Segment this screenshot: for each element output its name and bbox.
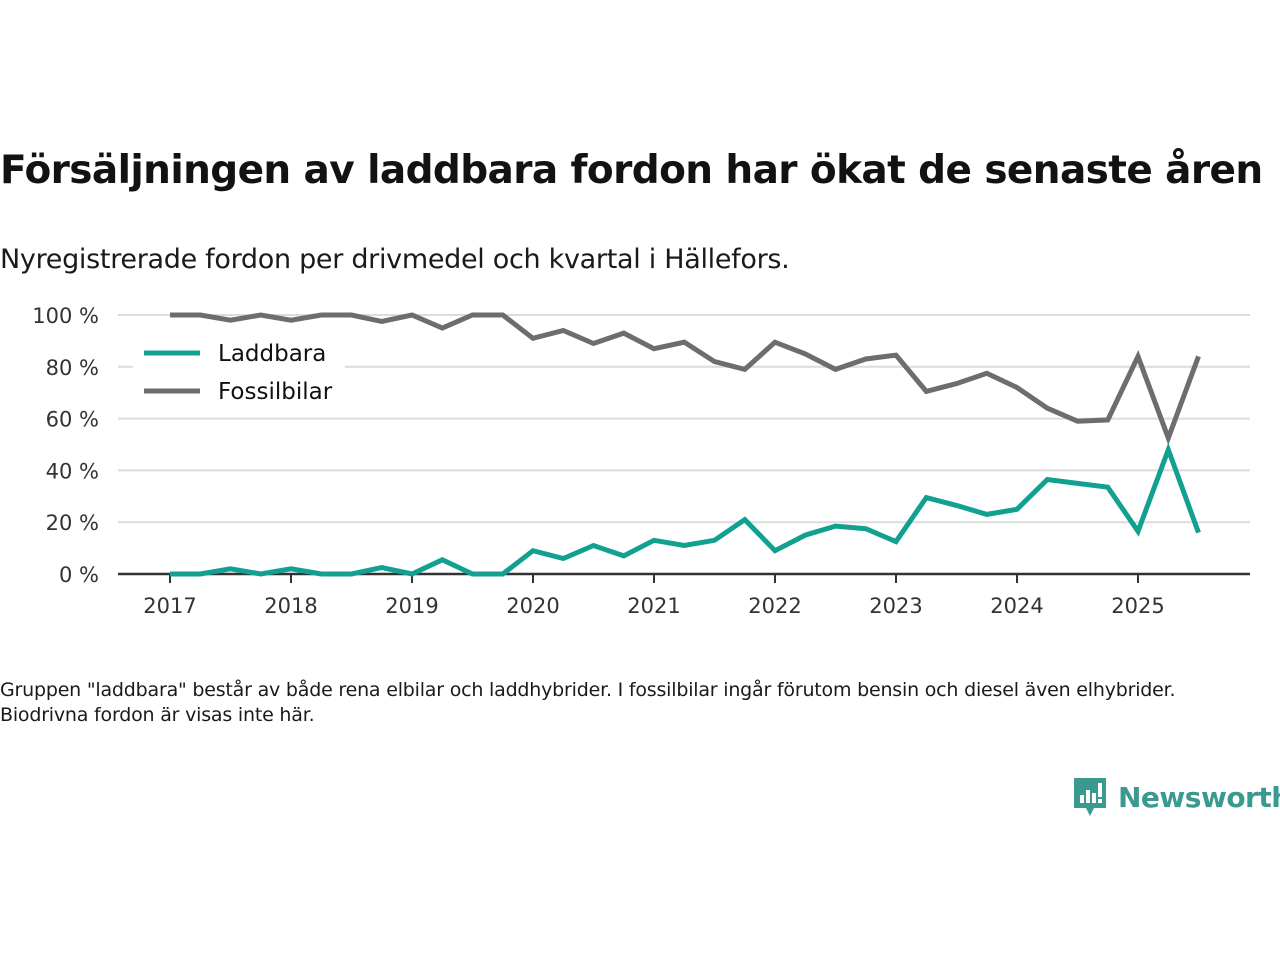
y-tick-label: 60 % — [46, 408, 99, 432]
y-tick-label: 40 % — [46, 459, 99, 483]
series-lines — [170, 312, 1201, 577]
footnote: Gruppen "laddbara" består av både rena e… — [0, 679, 1176, 726]
x-tick-label: 2021 — [627, 594, 680, 618]
x-tick-label: 2017 — [143, 594, 196, 618]
x-tick-label: 2019 — [385, 594, 438, 618]
x-tick-label: 2025 — [1111, 594, 1164, 618]
y-tick-label: 80 % — [46, 356, 99, 380]
legend-label: Laddbara — [218, 341, 326, 367]
newsworthy-logo[interactable]: Newsworthy — [1072, 776, 1280, 818]
chart-title: Försäljningen av laddbara fordon har öka… — [0, 148, 1263, 193]
legend-label: Fossilbilar — [218, 379, 333, 405]
x-tick-label: 2018 — [264, 594, 317, 618]
bar-chart-speech-bubble-icon — [1074, 778, 1106, 816]
series-line-laddbara — [170, 442, 1201, 577]
legend: Laddbara Fossilbilar — [133, 332, 345, 410]
series-line-fossilbilar — [170, 312, 1201, 446]
x-tick-label: 2024 — [990, 594, 1043, 618]
x-tick-label: 2020 — [506, 594, 559, 618]
logo-text: Newsworthy — [1118, 780, 1280, 814]
y-tick-label: 100 % — [32, 304, 99, 328]
chart-subtitle: Nyregistrerade fordon per drivmedel och … — [0, 244, 790, 275]
y-tick-label: 0 % — [59, 563, 99, 587]
line-chart: 0 % 20 % 40 % 60 % 80 % 100 % 2017 2018 2019 202… — [32, 304, 1250, 618]
legend-background — [133, 332, 345, 410]
y-axis-ticks: 0 % 20 % 40 % 60 % 80 % 100 % — [32, 304, 99, 587]
x-axis: 2017 2018 2019 2020 2021 2022 2023 2024 2025 — [118, 572, 1250, 618]
x-tick-label: 2022 — [748, 594, 801, 618]
y-tick-label: 20 % — [46, 511, 99, 535]
x-tick-label: 2023 — [869, 594, 922, 618]
